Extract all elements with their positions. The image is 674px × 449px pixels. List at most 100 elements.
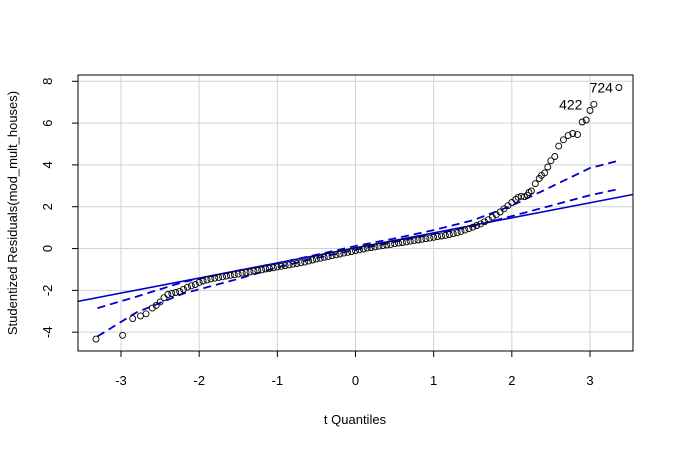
data-point bbox=[477, 220, 485, 228]
data-point bbox=[183, 283, 191, 291]
data-point bbox=[273, 263, 281, 271]
data-point bbox=[92, 335, 100, 343]
data-point bbox=[234, 270, 242, 278]
data-point bbox=[340, 249, 348, 257]
data-point bbox=[164, 291, 172, 298]
confidence-band bbox=[97, 159, 620, 338]
point-labels: 724 422 bbox=[559, 80, 613, 113]
data-point bbox=[398, 239, 406, 246]
data-point bbox=[615, 84, 623, 91]
data-point bbox=[305, 257, 313, 265]
y-tick-label: 4 bbox=[40, 161, 55, 168]
data-point bbox=[520, 193, 528, 201]
data-point bbox=[226, 271, 234, 279]
data-point bbox=[544, 163, 552, 171]
point-label: 422 bbox=[559, 96, 583, 112]
data-point bbox=[324, 253, 332, 260]
data-point bbox=[371, 243, 379, 251]
data-point bbox=[266, 264, 273, 272]
data-point bbox=[512, 195, 520, 203]
data-point bbox=[191, 281, 199, 288]
data-point bbox=[160, 294, 168, 302]
data-point bbox=[461, 226, 469, 234]
data-point bbox=[223, 272, 230, 280]
data-point bbox=[574, 131, 581, 139]
x-tick-label: 1 bbox=[430, 373, 437, 388]
y-tick-label: -2 bbox=[40, 285, 55, 297]
data-point bbox=[195, 278, 203, 286]
data-point bbox=[426, 234, 434, 242]
data-point bbox=[414, 236, 422, 244]
data-point bbox=[418, 235, 426, 243]
data-point bbox=[379, 242, 387, 250]
y-axis-title: Studentized Residuals(mod_mult_houses) bbox=[5, 91, 20, 335]
x-tick-label: 3 bbox=[586, 373, 593, 388]
data-point bbox=[142, 310, 150, 318]
y-tick-label: 2 bbox=[40, 203, 55, 210]
data-point bbox=[289, 260, 297, 268]
data-point bbox=[230, 271, 238, 279]
data-point bbox=[297, 259, 305, 267]
data-point bbox=[359, 245, 367, 253]
data-point bbox=[469, 223, 477, 231]
y-tick-label: 0 bbox=[40, 245, 55, 252]
x-axis-title: t Quantiles bbox=[324, 412, 387, 427]
data-point bbox=[316, 254, 324, 262]
data-point bbox=[590, 100, 598, 108]
data-point bbox=[281, 262, 289, 270]
data-point bbox=[453, 229, 461, 237]
data-point bbox=[348, 248, 356, 255]
data-point bbox=[207, 275, 215, 283]
data-point bbox=[211, 274, 219, 282]
data-point bbox=[547, 157, 555, 165]
data-point bbox=[156, 298, 164, 306]
data-point bbox=[457, 227, 465, 235]
data-point bbox=[517, 192, 525, 200]
data-point bbox=[481, 218, 488, 226]
y-tick-label: 8 bbox=[40, 78, 55, 85]
data-point bbox=[391, 240, 399, 248]
data-point bbox=[187, 282, 195, 290]
data-point bbox=[555, 142, 563, 150]
data-point bbox=[352, 247, 359, 255]
point-label: 724 bbox=[590, 80, 614, 96]
data-point bbox=[199, 277, 207, 285]
data-point bbox=[531, 180, 539, 188]
x-tick-label: 2 bbox=[508, 373, 515, 388]
data-point bbox=[383, 241, 391, 249]
data-point bbox=[242, 269, 250, 277]
data-point bbox=[406, 237, 414, 245]
data-point bbox=[445, 231, 453, 238]
y-tick-label: -4 bbox=[40, 326, 55, 338]
data-point bbox=[293, 260, 301, 268]
data-point bbox=[569, 130, 577, 137]
data-point bbox=[301, 258, 309, 266]
data-point bbox=[434, 233, 442, 241]
data-point bbox=[172, 289, 180, 296]
residual-points bbox=[92, 84, 623, 343]
x-tick-label: -3 bbox=[115, 373, 127, 388]
data-point bbox=[168, 290, 176, 297]
data-point bbox=[215, 273, 223, 281]
data-point bbox=[541, 169, 549, 177]
grid-lines bbox=[78, 75, 633, 351]
x-tick-label: -2 bbox=[193, 373, 205, 388]
data-point bbox=[219, 273, 227, 281]
x-tick-label: 0 bbox=[352, 373, 359, 388]
data-point bbox=[465, 225, 473, 233]
data-point bbox=[320, 253, 328, 261]
data-point bbox=[336, 250, 344, 258]
data-point bbox=[441, 231, 449, 239]
data-point bbox=[387, 240, 395, 248]
data-point bbox=[449, 230, 457, 238]
y-axis: -4 -2 0 2 4 6 8 bbox=[40, 78, 79, 338]
data-point bbox=[375, 242, 383, 250]
data-point bbox=[363, 244, 371, 252]
data-point bbox=[332, 251, 340, 259]
data-point bbox=[203, 276, 211, 284]
confidence-band-lower bbox=[97, 188, 620, 338]
data-point bbox=[309, 256, 316, 264]
data-point bbox=[422, 235, 430, 243]
data-point bbox=[355, 246, 363, 254]
